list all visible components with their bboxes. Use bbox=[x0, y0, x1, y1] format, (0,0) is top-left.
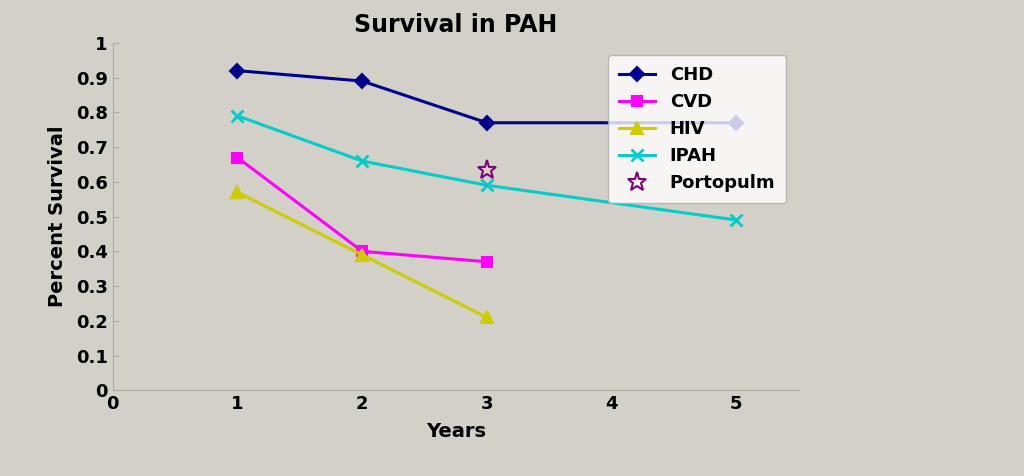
CVD bbox=[480, 259, 493, 265]
CHD bbox=[356, 78, 369, 84]
CVD bbox=[231, 155, 244, 160]
Line: HIV: HIV bbox=[231, 187, 493, 323]
CHD bbox=[730, 120, 742, 126]
CHD bbox=[231, 68, 244, 73]
IPAH bbox=[730, 217, 742, 223]
Y-axis label: Percent Survival: Percent Survival bbox=[48, 126, 68, 307]
CHD bbox=[480, 120, 493, 126]
Line: IPAH: IPAH bbox=[231, 109, 742, 226]
Line: CHD: CHD bbox=[232, 66, 741, 128]
Line: CVD: CVD bbox=[232, 153, 492, 267]
X-axis label: Years: Years bbox=[426, 422, 485, 440]
HIV bbox=[356, 252, 369, 258]
Title: Survival in PAH: Survival in PAH bbox=[354, 13, 557, 37]
Legend: CHD, CVD, HIV, IPAH, Portopulm: CHD, CVD, HIV, IPAH, Portopulm bbox=[608, 55, 786, 203]
IPAH bbox=[356, 158, 369, 164]
IPAH bbox=[231, 113, 244, 119]
HIV bbox=[480, 315, 493, 320]
CVD bbox=[356, 248, 369, 254]
IPAH bbox=[480, 182, 493, 188]
HIV bbox=[231, 189, 244, 195]
